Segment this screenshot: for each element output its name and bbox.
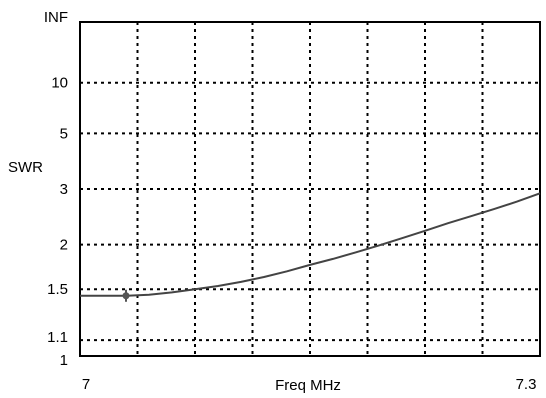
x-axis-label: Freq MHz xyxy=(275,377,341,394)
y-tick-label: 3 xyxy=(60,181,68,198)
y-tick-label: 1 xyxy=(60,352,68,369)
y-tick-label: 2 xyxy=(60,237,68,254)
y-tick-label: 1.1 xyxy=(47,329,68,346)
y-tick-label: INF xyxy=(44,9,68,26)
x-tick-label: 7 xyxy=(82,376,90,393)
y-axis-label: SWR xyxy=(8,159,43,176)
swr-series-line xyxy=(80,192,541,297)
y-tick-label: 1.5 xyxy=(47,281,68,298)
y-tick-label: 10 xyxy=(51,75,68,92)
marker-point xyxy=(122,292,130,300)
plot-frame xyxy=(79,21,541,357)
line-layer xyxy=(80,192,541,302)
grid-layer xyxy=(80,22,540,356)
tick-label-layer: INF 10 5 3 2 1.5 1.1 17 7.3 xyxy=(44,9,537,393)
y-tick-label: 5 xyxy=(60,125,68,142)
x-tick-label: 7.3 xyxy=(516,376,537,393)
